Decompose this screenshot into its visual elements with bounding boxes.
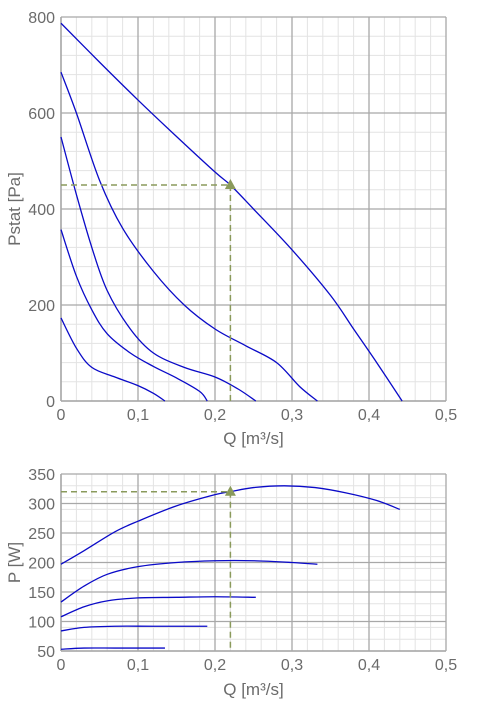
operating-point-marker (224, 485, 236, 496)
y-tick-label: 50 (37, 644, 55, 661)
y-axis-title: P [W] (5, 542, 24, 583)
y-tick-label: 800 (28, 10, 55, 27)
y-tick-label: 350 (28, 467, 55, 484)
major-grid (60, 473, 447, 652)
y-tick-label: 150 (28, 585, 55, 602)
x-axis-title: Q [m³/s] (223, 429, 283, 448)
x-tick-label: 0,4 (358, 657, 380, 674)
x-tick-label: 0,5 (435, 407, 457, 424)
pressure-chart: 0 0,1 0,2 0,3 0,4 0,5 0 200 400 600 800 Q [m³/s] Pst… (5, 10, 457, 448)
operating-point-marker (224, 179, 236, 189)
y-tick-label: 200 (28, 298, 55, 315)
curve-3 (60, 596, 256, 618)
power-chart: 0 0,1 0,2 0,3 0,4 0,5 50 100 150 200 250 300 350 Q [m… (5, 467, 457, 699)
x-tick-label: 0,3 (281, 657, 303, 674)
x-tick-label: 0,3 (281, 407, 303, 424)
x-tick-label: 0,1 (127, 657, 149, 674)
x-axis-title: Q [m³/s] (223, 680, 283, 699)
curve-2 (60, 71, 318, 402)
curve-3 (60, 136, 257, 402)
curve-2 (60, 559, 318, 603)
curve-4 (60, 229, 208, 402)
x-tick-label: 0,5 (435, 657, 457, 674)
y-tick-label: 0 (46, 394, 55, 411)
y-tick-label: 300 (28, 497, 55, 514)
curve-5 (60, 647, 165, 650)
x-tick-label: 0,2 (204, 407, 226, 424)
y-tick-label: 200 (28, 556, 55, 573)
x-tick-label: 0,2 (204, 657, 226, 674)
y-tick-label: 400 (28, 202, 55, 219)
x-tick-label: 0 (57, 407, 66, 424)
x-tick-label: 0 (57, 657, 66, 674)
x-tick-label: 0,4 (358, 407, 380, 424)
y-tick-label: 250 (28, 526, 55, 543)
curve-5 (60, 317, 166, 402)
y-axis-title: Pstat [Pa] (5, 172, 24, 246)
y-tick-label: 100 (28, 615, 55, 632)
y-tick-label: 600 (28, 106, 55, 123)
curve-1 (60, 22, 403, 402)
curve-4 (60, 625, 208, 632)
x-tick-label: 0,1 (127, 407, 149, 424)
